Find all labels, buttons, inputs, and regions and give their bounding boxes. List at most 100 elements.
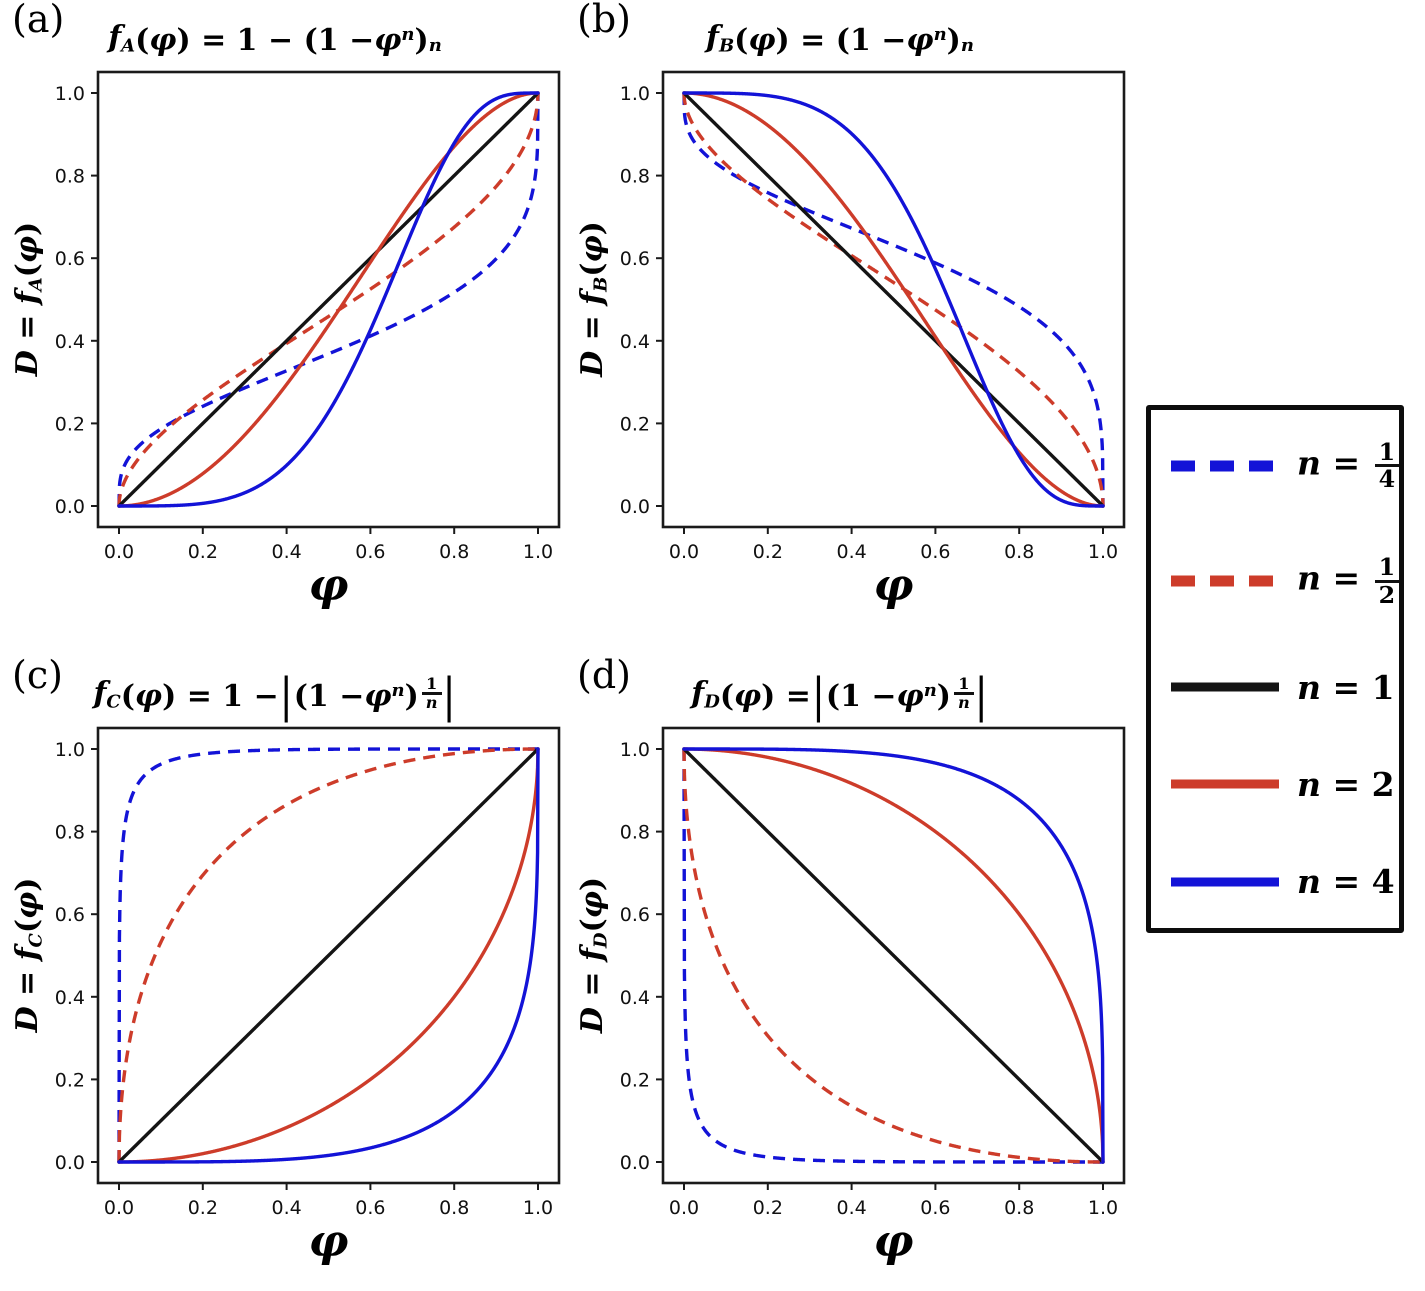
curve-d-n12	[682, 748, 1105, 1164]
x-tick-label-b: 0.2	[753, 541, 783, 563]
legend-line-n14	[1171, 460, 1279, 472]
x-tick-label-c: 0.2	[188, 1197, 218, 1219]
panel-title-c: fC(φ) = 1 − | (1 − φn) 1 n |	[93, 668, 455, 723]
curve-a-n12	[117, 92, 540, 507]
panel-label-d: (d)	[577, 653, 631, 697]
y-tick-label-a: 0.8	[55, 166, 85, 188]
x-axis-label-a: φ	[308, 560, 349, 611]
x-axis-label-b: φ	[873, 560, 914, 611]
x-tick-label-a: 0.6	[355, 541, 385, 563]
x-tick-label-a: 0.0	[104, 541, 134, 563]
panel-title-d: fD(φ) = | (1 − φn) 1 n |	[691, 668, 987, 723]
x-tick-label-b: 0.4	[836, 541, 866, 563]
curve-c-n4	[117, 747, 540, 1164]
y-tick-label-b: 1.0	[620, 83, 650, 105]
panel-label-b: (b)	[577, 0, 631, 41]
x-tick-label-a: 0.8	[439, 541, 469, 563]
legend-item-n1: n = 1	[1167, 671, 1395, 704]
y-tick-label-d: 0.6	[620, 904, 650, 926]
legend-line-n2	[1171, 779, 1279, 789]
y-tick-label-b: 0.6	[620, 248, 650, 270]
x-tick-label-c: 0.4	[271, 1197, 301, 1219]
curve-a-n1	[117, 91, 540, 508]
y-tick-label-c: 1.0	[55, 739, 85, 761]
y-tick-label-a: 0.2	[55, 413, 85, 435]
panel-d: (d) fD(φ) = | (1 − φn) 1 n | D = fD(φ) 0.0 0.…	[575, 656, 1133, 1264]
plot-area-d: 0.0 0.2 0.4 0.6 0.8 1.0 0.0 0.2 0.4 0.6 0.8 1.0	[620, 726, 1126, 1219]
x-tick-label-d: 0.6	[920, 1197, 950, 1219]
curve-b-n2	[682, 91, 1105, 508]
curve-c-n1	[117, 747, 540, 1164]
x-tick-label-b: 0.0	[669, 541, 699, 563]
x-tick-label-d: 0.4	[836, 1197, 866, 1219]
curve-d-n2	[682, 747, 1105, 1164]
y-tick-label-c: 0.0	[55, 1152, 85, 1174]
y-tick-label-d: 0.4	[620, 987, 650, 1009]
x-tick-label-d: 0.0	[669, 1197, 699, 1219]
x-tick-label-c: 0.0	[104, 1197, 134, 1219]
y-tick-label-b: 0.2	[620, 413, 650, 435]
x-tick-label-d: 0.2	[753, 1197, 783, 1219]
panel-label-c: (c)	[12, 653, 63, 697]
curve-d-n1	[682, 747, 1105, 1164]
y-tick-label-c: 0.6	[55, 904, 85, 926]
curve-b-n4	[682, 91, 1105, 508]
y-tick-label-c: 0.2	[55, 1069, 85, 1091]
curve-b-n14	[682, 92, 1105, 507]
panel-title-a: fA(φ) = 1 − (1 − φn) n	[108, 19, 442, 58]
y-tick-label-d: 0.0	[620, 1152, 650, 1174]
plot-area-a: 0.0 0.2 0.4 0.6 0.8 1.0 0.0 0.2 0.4 0.6 0.8 1.0	[55, 70, 561, 563]
curve-c-n14	[117, 747, 540, 1163]
legend-item-n2: n = 2	[1167, 768, 1395, 801]
x-axis-label-d: φ	[873, 1216, 914, 1267]
curve-a-n14	[117, 92, 540, 507]
x-axis-label-c: φ	[308, 1216, 349, 1267]
plot-area-b: 0.0 0.2 0.4 0.6 0.8 1.0 0.0 0.2 0.4 0.6 0.8 1.0	[620, 70, 1126, 563]
x-tick-label-c: 0.8	[439, 1197, 469, 1219]
x-tick-label-b: 1.0	[1088, 541, 1118, 563]
y-tick-label-b: 0.8	[620, 166, 650, 188]
curve-d-n4	[682, 747, 1105, 1164]
x-tick-label-b: 0.8	[1004, 541, 1034, 563]
x-tick-label-c: 0.6	[355, 1197, 385, 1219]
x-tick-label-d: 1.0	[1088, 1197, 1118, 1219]
legend-line-n12	[1171, 575, 1279, 587]
panel-a: (a) fA(φ) = 1 − (1 − φn) n D = fA(φ) 0.0 0…	[10, 0, 568, 608]
y-tick-label-b: 0.4	[620, 331, 650, 353]
y-tick-label-b: 0.0	[620, 496, 650, 518]
curve-a-n4	[117, 91, 540, 508]
y-tick-label-a: 0.6	[55, 248, 85, 270]
axes-frame-c	[96, 726, 561, 1185]
legend-line-n1	[1171, 682, 1279, 692]
curve-b-n1	[682, 91, 1105, 508]
axes-frame-d	[661, 726, 1126, 1185]
curve-a-n2	[117, 91, 540, 508]
y-tick-label-d: 0.8	[620, 822, 650, 844]
y-tick-label-a: 1.0	[55, 83, 85, 105]
x-tick-label-a: 0.4	[271, 541, 301, 563]
legend-item-n4: n = 4	[1167, 865, 1395, 898]
panel-title-b: fB(φ) = (1 − φn) n	[706, 19, 974, 58]
legend-label-n4: n = 4	[1297, 862, 1395, 901]
legend-line-n4	[1171, 877, 1279, 886]
y-tick-label-d: 1.0	[620, 739, 650, 761]
axes-frame-b	[661, 70, 1126, 529]
curve-d-n14	[682, 748, 1105, 1164]
y-tick-label-d: 0.2	[620, 1069, 650, 1091]
y-tick-label-c: 0.4	[55, 987, 85, 1009]
curve-c-n12	[117, 747, 540, 1163]
x-tick-label-c: 1.0	[523, 1197, 553, 1219]
x-tick-label-a: 0.2	[188, 541, 218, 563]
axes-frame-a	[96, 70, 561, 529]
legend-label-n1: n = 1	[1297, 667, 1395, 707]
legend-label-n2: n = 2	[1297, 764, 1395, 804]
panel-c: (c) fC(φ) = 1 − | (1 − φn) 1 n | D = fC(φ) 0…	[10, 656, 568, 1264]
x-tick-label-b: 0.6	[920, 541, 950, 563]
x-tick-label-d: 0.8	[1004, 1197, 1034, 1219]
